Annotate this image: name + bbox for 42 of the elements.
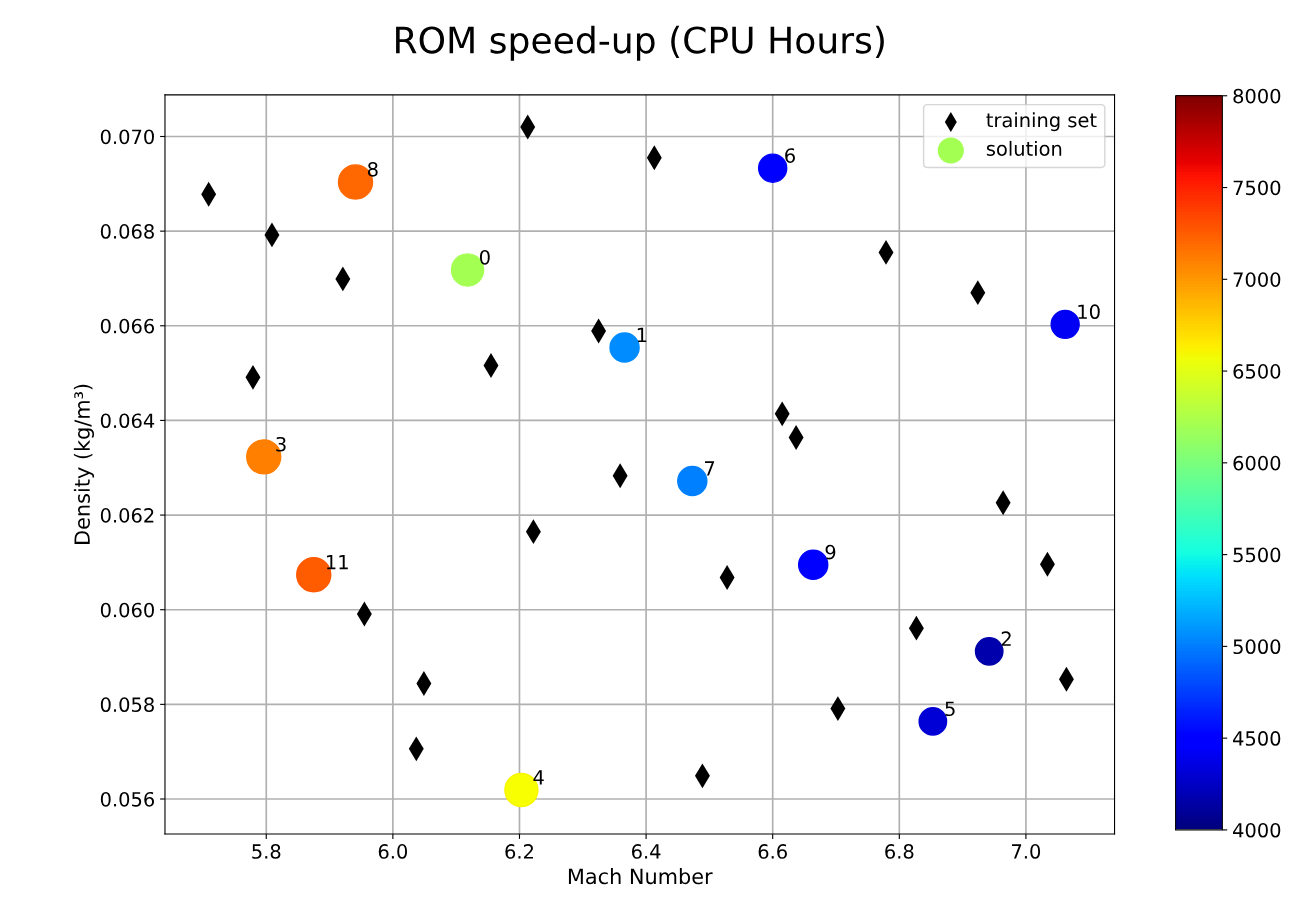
annotation: 3 [276, 436, 286, 452]
color-bar-label: 5000 [1233, 639, 1281, 655]
y-tick-label: 0.066 [100, 318, 155, 334]
annotation: 5 [945, 701, 955, 717]
y-tick-label: 0.056 [100, 791, 155, 807]
y-tick-label: 0.058 [100, 697, 154, 713]
color-bar-label: 4000 [1233, 822, 1281, 838]
annotation: 2 [1001, 631, 1011, 646]
annotation: 0 [479, 249, 490, 265]
x-tick-label: 6.2 [505, 844, 533, 859]
color-bar-label: 8000 [1233, 88, 1281, 104]
color-bar-label: 4500 [1233, 731, 1281, 746]
color-bar-label: 6000 [1233, 455, 1281, 471]
y-tick-label: 0.064 [100, 413, 155, 429]
annotation: 6 [785, 148, 795, 163]
x-tick-label: 6.0 [378, 844, 408, 859]
annotation: 9 [825, 544, 836, 560]
x-tick-label: 5.8 [252, 844, 281, 859]
annotation: 11 [326, 554, 348, 570]
annotation: 1 [637, 327, 647, 342]
y-tick-label: 0.068 [100, 224, 154, 239]
y-tick-label: 0.060 [100, 602, 154, 618]
annotation: 7 [705, 461, 715, 476]
x-tick-label: 6.6 [758, 844, 787, 859]
x-axis-title: Mach Number [568, 868, 713, 885]
color-bar-label: 7500 [1233, 180, 1281, 196]
annotation: 4 [533, 770, 544, 785]
x-tick-label: 6.8 [885, 844, 914, 859]
y-tick-label: 0.070 [100, 129, 154, 145]
x-tick-label: 6.4 [631, 844, 661, 859]
annotation: 8 [367, 161, 378, 177]
annotation: 10 [1078, 304, 1100, 320]
color-bar-label: 5500 [1233, 547, 1281, 563]
color-bar-label: 7000 [1233, 272, 1281, 287]
y-axis-title: Density (kg/m³) [73, 384, 95, 544]
legend-label: solution [986, 140, 1062, 156]
point [1050, 309, 1080, 340]
y-tick-label: 0.062 [100, 508, 154, 523]
chart-title: ROM speed-up (CPU Hours) [396, 25, 884, 61]
color-bar-label: 6500 [1233, 364, 1281, 379]
x-tick-label: 7.0 [1012, 844, 1041, 859]
legend-label: training set [986, 112, 1097, 132]
